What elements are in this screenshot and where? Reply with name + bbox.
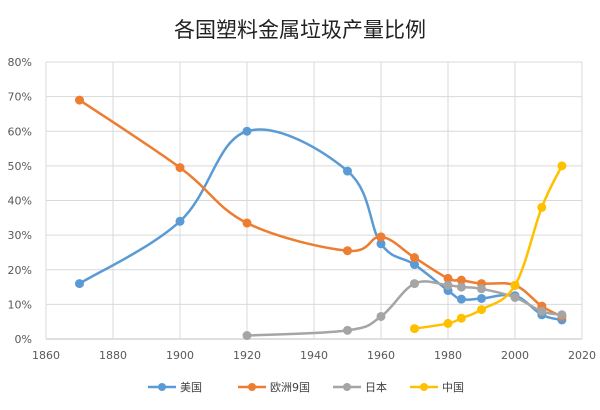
y-tick-label: 70% [8, 91, 32, 104]
legend-marker [158, 383, 166, 391]
y-tick-label: 10% [8, 298, 32, 311]
y-tick-label: 0% [15, 333, 32, 346]
data-point [376, 232, 386, 242]
y-tick-label: 30% [8, 229, 32, 242]
data-point [175, 216, 185, 226]
x-tick-label: 1860 [32, 349, 60, 362]
data-point [510, 292, 520, 302]
y-tick-label: 80% [8, 56, 32, 69]
data-point [443, 280, 453, 290]
data-point [75, 279, 84, 289]
data-point [477, 305, 486, 315]
legend-marker [420, 383, 428, 391]
data-point [410, 279, 419, 289]
data-point [477, 284, 486, 294]
data-point [410, 260, 419, 270]
data-point [557, 161, 567, 171]
data-point [410, 253, 419, 263]
x-tick-label: 1920 [233, 349, 261, 362]
data-point [456, 282, 466, 292]
data-point [343, 246, 352, 256]
series-line-2 [246, 280, 563, 337]
y-tick-label: 20% [8, 264, 32, 277]
x-tick-label: 1980 [434, 349, 462, 362]
legend-label: 日本 [365, 380, 387, 394]
data-point [376, 239, 386, 249]
x-tick-label: 1960 [367, 349, 395, 362]
data-point [410, 324, 419, 334]
data-point [343, 325, 352, 335]
chart-title: 各国塑料金属垃圾产量比例 [174, 18, 426, 42]
legend-label: 欧洲9国 [270, 381, 310, 394]
x-tick-label: 1940 [300, 349, 328, 362]
x-tick-label: 2020 [568, 349, 596, 362]
data-point [343, 166, 352, 176]
legend-marker [248, 383, 256, 391]
legend-label: 美国 [180, 381, 202, 394]
data-point [242, 331, 252, 341]
x-tick-label: 2000 [501, 349, 529, 362]
data-point [456, 294, 466, 304]
y-tick-label: 60% [8, 125, 32, 138]
data-point [443, 273, 453, 283]
data-point [242, 126, 252, 136]
data-point [510, 280, 520, 290]
data-point [456, 275, 466, 285]
data-point [537, 202, 547, 212]
data-point [175, 163, 185, 173]
data-point [477, 293, 486, 303]
data-point [557, 310, 567, 320]
x-tick-label: 1880 [99, 349, 127, 362]
data-point [376, 311, 386, 321]
legend-marker [343, 383, 351, 391]
data-point [456, 313, 466, 323]
data-point [242, 218, 252, 228]
data-point [537, 306, 547, 316]
y-tick-label: 50% [8, 160, 32, 173]
data-point [443, 318, 453, 328]
x-tick-label: 1900 [166, 349, 194, 362]
series-line-1 [78, 99, 563, 318]
y-tick-label: 40% [8, 195, 32, 208]
data-point [75, 95, 84, 105]
legend-label: 中国 [442, 381, 464, 394]
